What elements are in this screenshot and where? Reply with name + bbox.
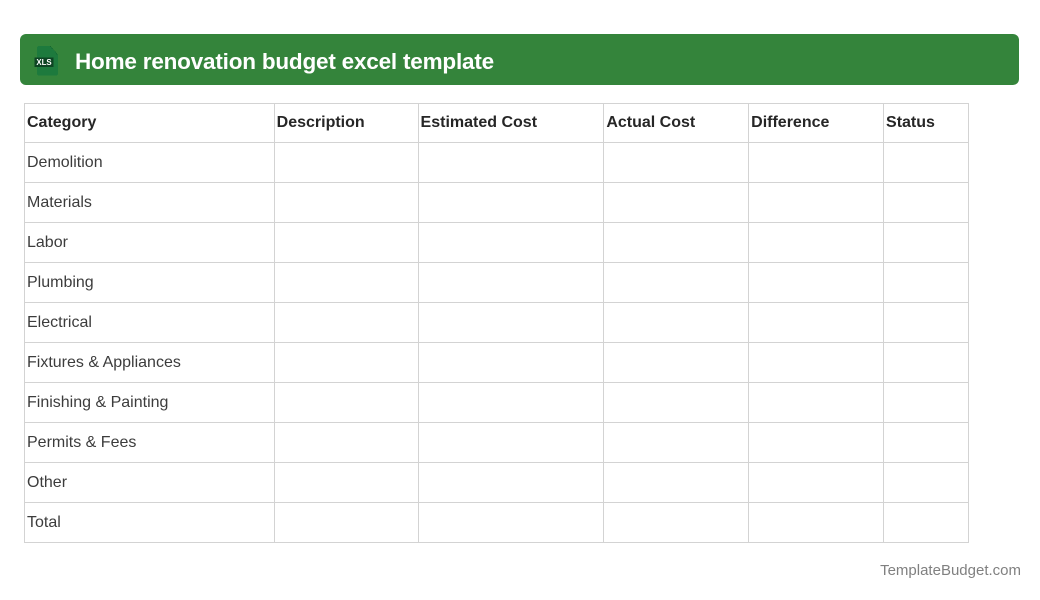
svg-text:XLS: XLS [36,58,51,67]
